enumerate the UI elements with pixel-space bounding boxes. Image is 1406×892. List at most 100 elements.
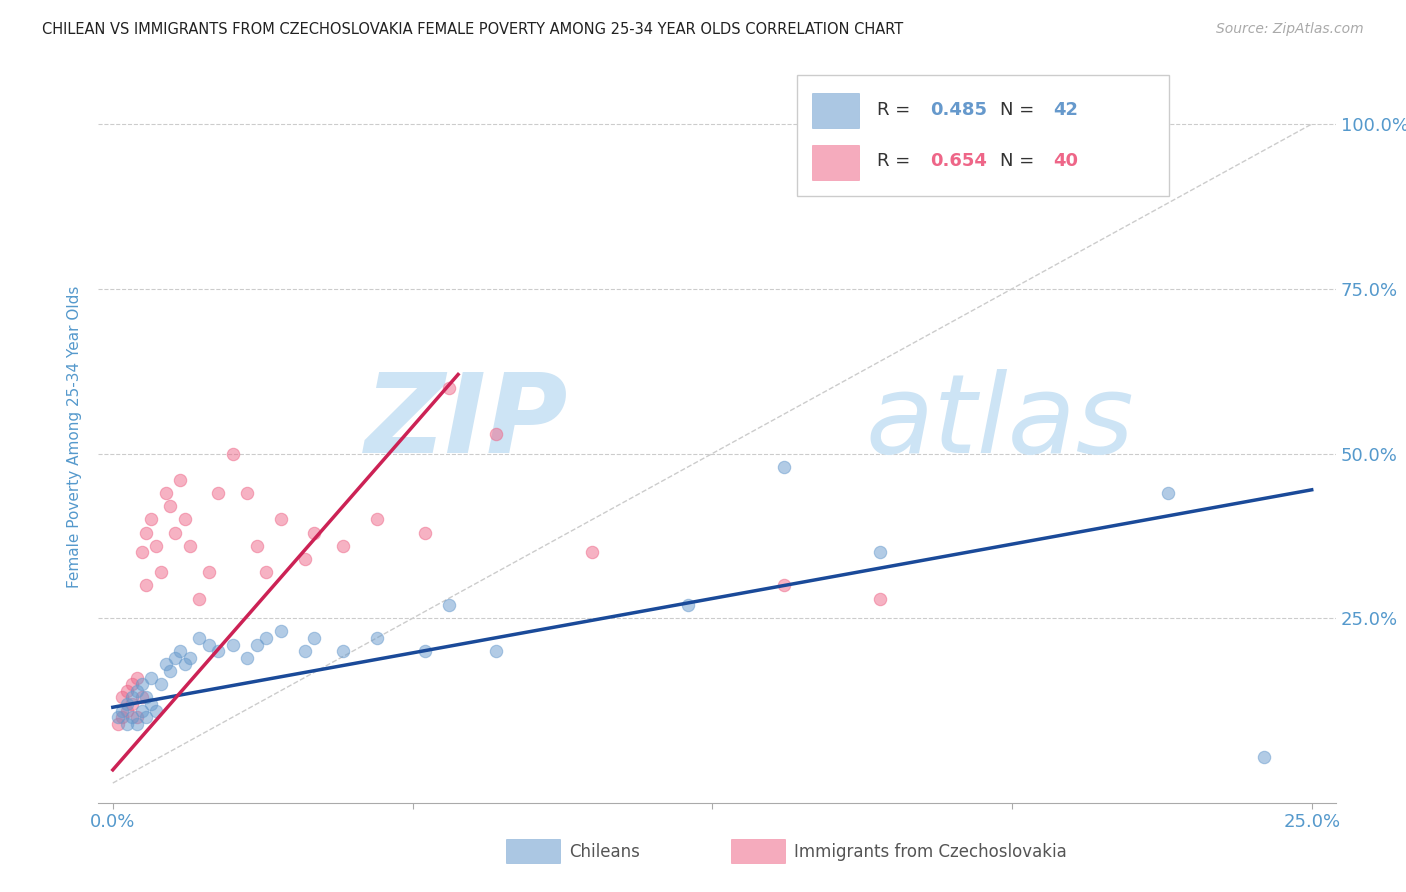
Point	[485, 644, 508, 658]
Point	[188, 631, 211, 645]
Point	[107, 716, 129, 731]
Point	[125, 671, 148, 685]
Point	[131, 690, 153, 705]
Point	[135, 710, 157, 724]
Point	[270, 512, 292, 526]
Point	[125, 716, 148, 731]
Text: 0.654: 0.654	[929, 153, 987, 170]
Point	[270, 624, 292, 639]
Point	[141, 697, 163, 711]
Point	[222, 446, 245, 460]
Point	[1253, 749, 1275, 764]
Point	[135, 690, 157, 705]
Point	[159, 664, 181, 678]
Text: 40: 40	[1053, 153, 1078, 170]
Text: R =: R =	[877, 101, 915, 120]
Text: Chileans: Chileans	[569, 843, 640, 861]
Point	[246, 638, 269, 652]
Point	[179, 650, 201, 665]
Point	[366, 631, 388, 645]
Point	[173, 657, 195, 672]
Text: 42: 42	[1053, 101, 1078, 120]
Point	[135, 578, 157, 592]
Point	[115, 716, 138, 731]
FancyBboxPatch shape	[813, 94, 859, 128]
Point	[197, 638, 219, 652]
Point	[437, 598, 460, 612]
Point	[111, 704, 134, 718]
Point	[207, 486, 229, 500]
Point	[165, 525, 187, 540]
Point	[131, 677, 153, 691]
Point	[332, 644, 354, 658]
Point	[141, 512, 163, 526]
Text: 0.485: 0.485	[929, 101, 987, 120]
Point	[869, 591, 891, 606]
Point	[236, 486, 259, 500]
Point	[332, 539, 354, 553]
Point	[869, 545, 891, 559]
Point	[413, 525, 436, 540]
Point	[115, 704, 138, 718]
Point	[485, 426, 508, 441]
Point	[131, 704, 153, 718]
Point	[678, 598, 700, 612]
Point	[294, 644, 316, 658]
Point	[155, 657, 177, 672]
Point	[149, 565, 172, 579]
Point	[236, 650, 259, 665]
Point	[179, 539, 201, 553]
Point	[254, 631, 277, 645]
Text: ZIP: ZIP	[366, 369, 568, 476]
Point	[149, 677, 172, 691]
Point	[581, 545, 603, 559]
FancyBboxPatch shape	[797, 75, 1168, 195]
Point	[111, 690, 134, 705]
FancyBboxPatch shape	[813, 145, 859, 179]
Point	[107, 710, 129, 724]
Point	[437, 381, 460, 395]
Y-axis label: Female Poverty Among 25-34 Year Olds: Female Poverty Among 25-34 Year Olds	[67, 286, 83, 588]
Point	[197, 565, 219, 579]
Text: CHILEAN VS IMMIGRANTS FROM CZECHOSLOVAKIA FEMALE POVERTY AMONG 25-34 YEAR OLDS C: CHILEAN VS IMMIGRANTS FROM CZECHOSLOVAKI…	[42, 22, 904, 37]
Point	[135, 525, 157, 540]
Point	[222, 638, 245, 652]
Point	[188, 591, 211, 606]
Point	[413, 644, 436, 658]
Point	[111, 710, 134, 724]
Text: N =: N =	[1001, 101, 1040, 120]
Text: Source: ZipAtlas.com: Source: ZipAtlas.com	[1216, 22, 1364, 37]
Point	[302, 525, 325, 540]
Point	[169, 473, 191, 487]
Text: Immigrants from Czechoslovakia: Immigrants from Czechoslovakia	[794, 843, 1067, 861]
Point	[121, 697, 143, 711]
Point	[121, 710, 143, 724]
Point	[207, 644, 229, 658]
Point	[169, 644, 191, 658]
Point	[141, 671, 163, 685]
Point	[254, 565, 277, 579]
Text: atlas: atlas	[866, 369, 1135, 476]
Point	[302, 631, 325, 645]
Point	[773, 578, 796, 592]
Point	[173, 512, 195, 526]
Point	[145, 539, 167, 553]
Point	[131, 545, 153, 559]
Point	[159, 500, 181, 514]
Point	[145, 704, 167, 718]
Point	[125, 710, 148, 724]
Point	[165, 650, 187, 665]
Point	[294, 552, 316, 566]
Point	[115, 683, 138, 698]
Point	[121, 677, 143, 691]
Point	[115, 697, 138, 711]
Point	[155, 486, 177, 500]
Point	[1157, 486, 1180, 500]
Point	[121, 690, 143, 705]
Point	[125, 683, 148, 698]
Text: N =: N =	[1001, 153, 1040, 170]
Text: R =: R =	[877, 153, 915, 170]
Point	[366, 512, 388, 526]
Point	[773, 459, 796, 474]
Point	[246, 539, 269, 553]
